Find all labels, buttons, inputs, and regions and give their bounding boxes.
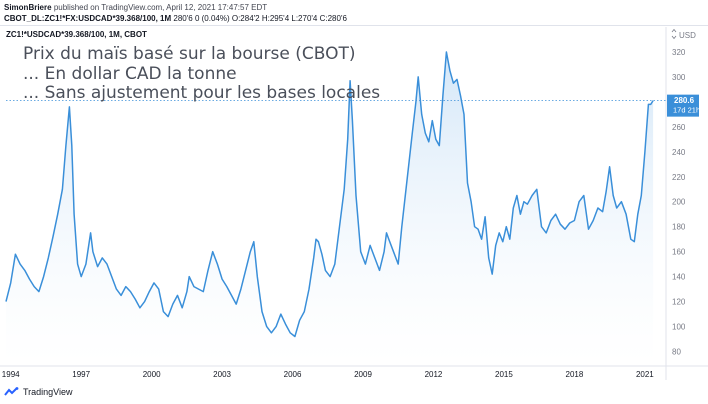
header-divider [0,25,708,26]
x-tick-label: 2009 [354,370,372,379]
publish-date: published on TradingView.com, April 12, … [53,3,268,12]
ohlc-values: 280'6 0 (0.04%) O:284'2 H:295'4 L:270'4 … [173,14,347,23]
symbol-name: CBOT_DL:ZC1!*FX:USDCAD*39.368/100, 1M [4,14,172,23]
x-tick-label: 2015 [495,370,513,379]
x-tick-label: 1994 [2,370,20,379]
y-tick-label: 120 [672,298,686,307]
y-tick-label: 260 [672,123,686,132]
bar-countdown: 17d 21h [673,106,700,115]
y-tick-label: 220 [672,173,686,182]
y-tick-label: 80 [672,348,681,357]
tradingview-footer[interactable]: TradingView [4,387,73,397]
price-area-fill [6,52,654,364]
y-tick-label: 300 [672,73,686,82]
last-price-badge [667,94,699,117]
y-tick-label: 100 [672,323,686,332]
x-tick-label: 2021 [636,370,654,379]
y-tick-label: 200 [672,198,686,207]
annotation-line-1: Prix du maïs basé sur la bourse (CBOT) [23,44,356,64]
x-tick-label: 2006 [284,370,302,379]
tradingview-logo-icon [4,387,19,396]
brand-name: TradingView [23,387,73,397]
x-tick-label: 2018 [566,370,584,379]
y-tick-label: 320 [672,48,686,57]
symbol-info: CBOT_DL:ZC1!*FX:USDCAD*39.368/100, 1M 28… [4,14,347,23]
x-tick-label: 2003 [213,370,231,379]
x-tick-label: 2000 [143,370,161,379]
y-tick-label: 180 [672,223,686,232]
y-tick-label: 140 [672,273,686,282]
currency-label: USD [679,31,696,40]
annotation-line-3: ... Sans ajustement pour les bases local… [23,83,381,103]
y-tick-label: 160 [672,248,686,257]
author-name: SimonBriere [4,3,52,12]
annotation-line-2: ... En dollar CAD la tonne [23,64,237,84]
x-tick-label: 2012 [425,370,443,379]
chart-legend-label: ZC1!*USDCAD*39.368/100, 1M, CBOT [6,30,147,39]
price-line [5,51,654,338]
y-tick-label: 240 [672,148,686,157]
last-price-value: 280.6 [674,96,695,105]
publish-info: SimonBriere published on TradingView.com… [4,3,267,12]
currency-toggle-icon [671,28,677,40]
x-tick-label: 1997 [72,370,90,379]
